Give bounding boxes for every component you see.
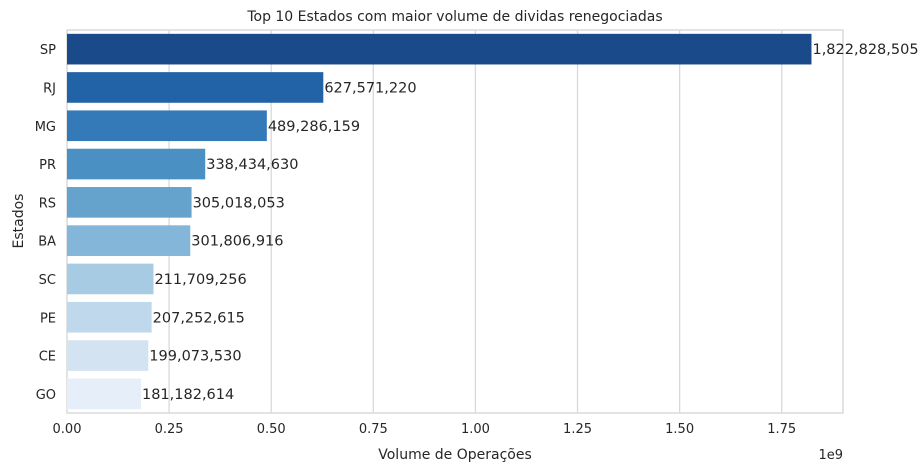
y-tick-label: GO [36,388,56,403]
data-label: 1,822,828,505 [812,42,918,58]
bar-rs [67,187,192,218]
x-tick-label: 0.25 [155,422,184,437]
data-label: 305,018,053 [193,195,285,211]
data-label: 199,073,530 [149,349,241,365]
x-tick-label: 1.75 [767,422,796,437]
y-tick-labels: SP RJ MG PR RS BA SC PE CE GO [35,43,56,403]
y-tick-label: RJ [43,81,56,96]
bar-pr [67,148,206,180]
x-tick-label: 0.00 [53,422,82,437]
x-tick-label: 1.00 [461,422,490,437]
y-tick-label: MG [35,120,56,135]
data-labels: 1,822,828,505 627,571,220 489,286,159 338,4… [142,42,919,403]
y-tick-label: PE [40,311,56,326]
y-tick-label: SC [39,273,56,288]
y-axis-label: Estados [11,194,27,249]
x-axis-label: Volume de Operações [378,447,532,463]
y-tick-label: SP [40,43,56,58]
data-label: 207,252,615 [153,310,245,326]
bars-group [67,33,812,410]
bar-pe [67,301,152,333]
bar-mg [67,110,267,142]
bar-ce [67,340,149,371]
x-tick-labels: 0.00 0.25 0.50 0.75 1.00 1.25 1.50 1.75 [53,422,797,437]
data-label: 627,571,220 [324,80,416,96]
y-tick-label: CE [39,350,56,365]
y-tick-label: BA [38,235,56,250]
data-label: 338,434,630 [206,157,298,173]
bar-rj [67,72,324,103]
bar-sp [67,33,812,65]
bar-sc [67,263,154,295]
x-tick-label: 0.50 [257,422,286,437]
x-tick-label: 0.75 [359,422,388,437]
y-tick-label: PR [39,158,56,173]
data-label: 181,182,614 [142,387,234,403]
chart-title: Top 10 Estados com maior volume de divid… [246,9,662,25]
data-label: 489,286,159 [268,119,360,135]
x-tick-label: 1.50 [665,422,694,437]
data-label: 211,709,256 [154,272,246,288]
bar-ba [67,225,191,256]
data-label: 301,806,916 [191,234,283,250]
bar-go [67,378,141,410]
x-tick-label: 1.25 [563,422,592,437]
y-tick-label: RS [39,196,56,211]
x-axis-offset-label: 1e9 [818,448,843,463]
